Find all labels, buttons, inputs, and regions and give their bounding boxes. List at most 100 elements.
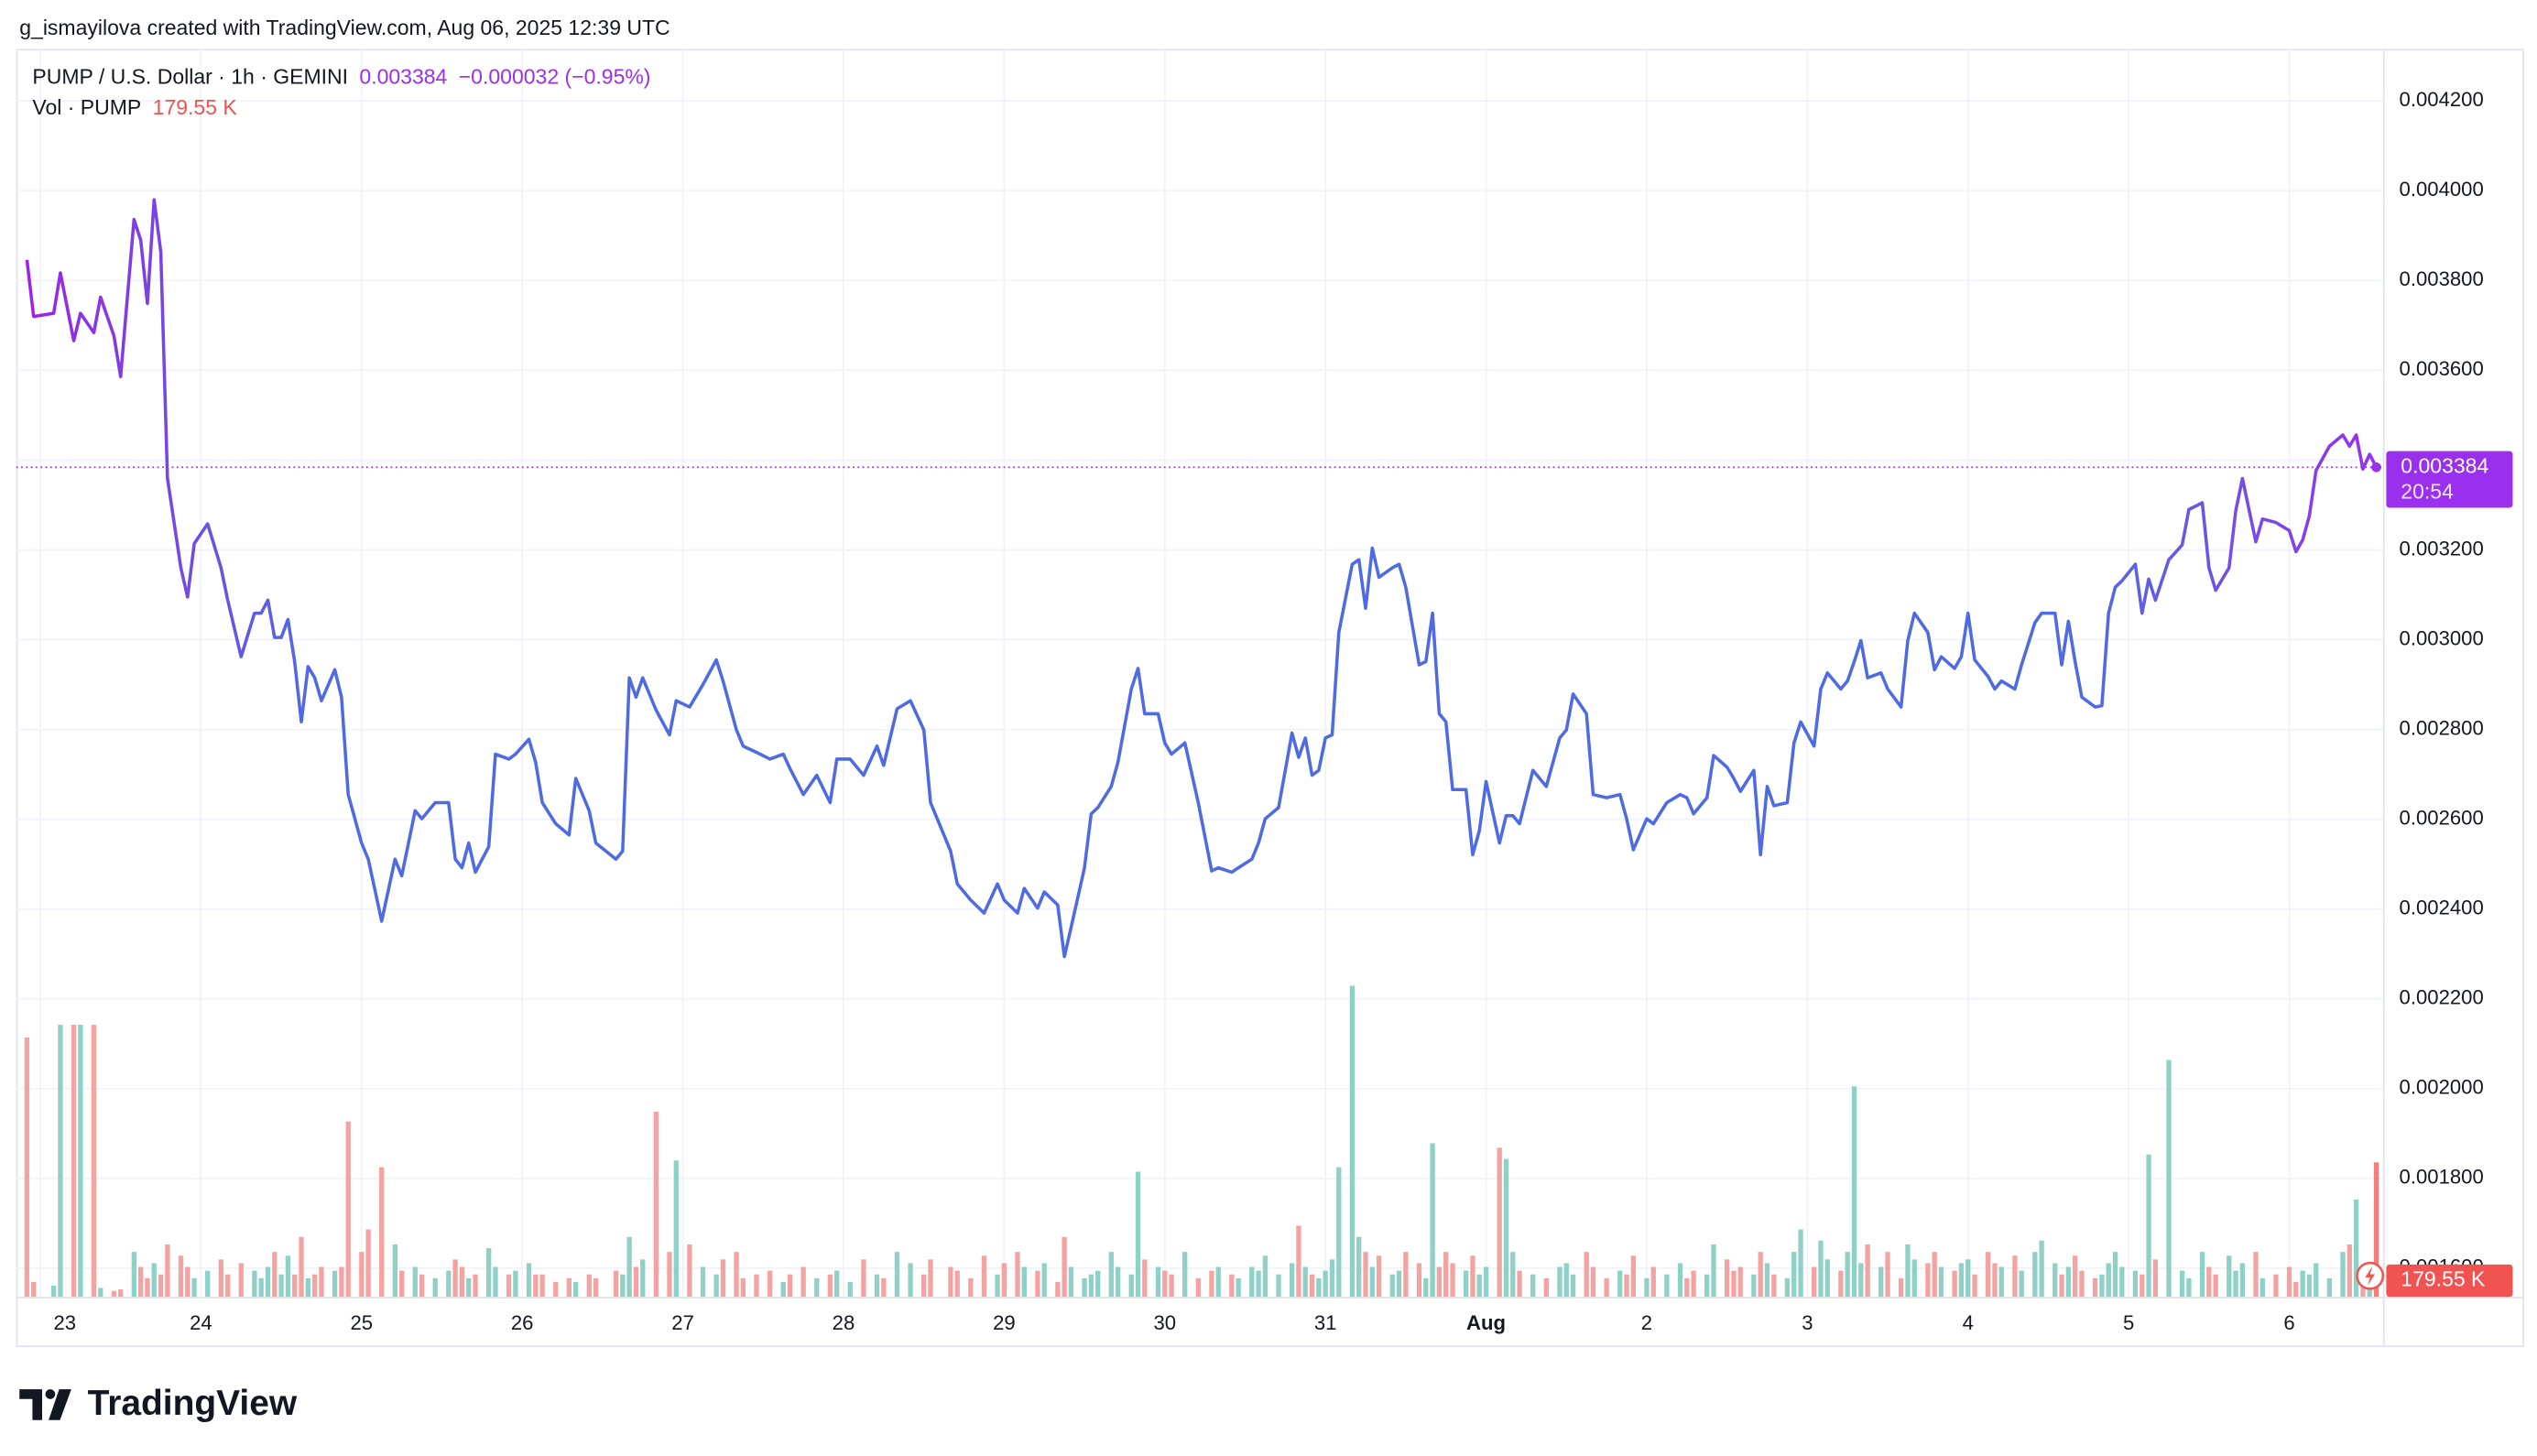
volume-bar bbox=[1108, 1252, 1114, 1298]
volume-bar bbox=[653, 1112, 659, 1298]
volume-bar bbox=[1617, 1270, 1623, 1298]
volume-bar bbox=[1517, 1270, 1522, 1298]
volume-bar bbox=[1972, 1274, 1977, 1298]
volume-bar bbox=[1543, 1277, 1549, 1298]
volume-bar bbox=[2199, 1252, 2205, 1298]
brand-name: TradingView bbox=[88, 1384, 298, 1423]
volume-bar bbox=[1055, 1281, 1061, 1298]
volume-bar bbox=[2340, 1252, 2346, 1298]
volume-bar bbox=[2073, 1255, 2078, 1298]
volume-bar bbox=[1764, 1263, 1770, 1298]
volume-bar bbox=[493, 1266, 498, 1298]
volume-bar bbox=[1215, 1266, 1221, 1298]
volume-bar bbox=[1557, 1266, 1562, 1298]
brand-logo bbox=[19, 1389, 71, 1420]
volume-bar bbox=[1885, 1252, 1890, 1298]
volume-bar bbox=[613, 1270, 619, 1298]
x-tick-label: 2 bbox=[1641, 1311, 1652, 1334]
volume-bar bbox=[2065, 1266, 2072, 1298]
volume-bar bbox=[1162, 1270, 1168, 1298]
volume-bar bbox=[466, 1277, 472, 1298]
volume-bar bbox=[1998, 1266, 2004, 1298]
volume-bar bbox=[740, 1277, 746, 1298]
volume-bar bbox=[2140, 1274, 2145, 1298]
volume-bar bbox=[238, 1263, 244, 1298]
volume-bar bbox=[285, 1255, 291, 1298]
volume-bar bbox=[1925, 1263, 1931, 1298]
legend-volume-value: 179.55 K bbox=[153, 95, 238, 119]
volume-bar bbox=[398, 1270, 405, 1298]
volume-bar bbox=[2152, 1259, 2159, 1298]
volume-bar bbox=[1396, 1270, 1402, 1298]
volume-bar bbox=[1209, 1270, 1214, 1298]
volume-bar bbox=[1798, 1229, 1803, 1298]
volume-bar bbox=[1818, 1240, 1824, 1298]
volume-bar bbox=[1463, 1270, 1469, 1298]
volume-bar bbox=[2326, 1277, 2333, 1298]
grid bbox=[16, 49, 2383, 1298]
volume-bar bbox=[78, 1025, 83, 1298]
volume-bar bbox=[814, 1277, 820, 1298]
volume-bar bbox=[1182, 1252, 1188, 1298]
volume-bar bbox=[921, 1274, 927, 1298]
legend-symbol: PUMP / U.S. Dollar · 1h · GEMINI bbox=[32, 64, 348, 88]
y-tick-label: 0.002600 bbox=[2400, 806, 2484, 829]
volume-bar bbox=[2166, 1059, 2172, 1298]
volume-bar bbox=[1068, 1266, 1074, 1298]
volume-bar bbox=[995, 1274, 1000, 1298]
volume-bar bbox=[1644, 1277, 1650, 1298]
volume-bar bbox=[948, 1266, 953, 1298]
volume-bar bbox=[1751, 1274, 1757, 1298]
volume-bar bbox=[432, 1277, 438, 1298]
volume-bar bbox=[2039, 1240, 2044, 1298]
volume-bar bbox=[131, 1252, 136, 1298]
volume-bar bbox=[1664, 1274, 1670, 1298]
volume-bar bbox=[1276, 1274, 1281, 1298]
y-tick-label: 0.004200 bbox=[2400, 88, 2484, 111]
price-badge-value: 0.003384 bbox=[2401, 453, 2488, 477]
volume-bar bbox=[1932, 1252, 1937, 1298]
volume-bar bbox=[111, 1290, 117, 1298]
volume-bar bbox=[178, 1255, 184, 1298]
volume-bar bbox=[1082, 1277, 1087, 1298]
volume-bar bbox=[1510, 1252, 1516, 1298]
volume-bar bbox=[1088, 1274, 1094, 1298]
volume-bar bbox=[165, 1244, 170, 1298]
x-tick-label: 31 bbox=[1314, 1311, 1337, 1334]
volume-bar bbox=[1062, 1236, 1067, 1298]
price-badge bbox=[2386, 451, 2513, 508]
volume-bar bbox=[2227, 1255, 2232, 1298]
y-tick-label: 0.002000 bbox=[2400, 1076, 2484, 1099]
alert-icon bbox=[2356, 1261, 2385, 1290]
volume-bar bbox=[2233, 1270, 2238, 1298]
volume-bar bbox=[1115, 1266, 1121, 1298]
volume-bar bbox=[319, 1266, 324, 1298]
volume-bar bbox=[1771, 1274, 1777, 1298]
volume-bar bbox=[58, 1025, 63, 1298]
volume-bar bbox=[720, 1259, 726, 1298]
volume-bar bbox=[2112, 1252, 2118, 1298]
volume-bar bbox=[24, 1038, 30, 1298]
volume-badge bbox=[2386, 1264, 2513, 1298]
volume-bar bbox=[485, 1248, 492, 1298]
legend-price: 0.003384 bbox=[359, 64, 447, 88]
volume-bar bbox=[968, 1277, 974, 1298]
x-tick-label: 26 bbox=[511, 1311, 534, 1334]
volume-bar bbox=[2253, 1252, 2259, 1298]
volume-bar bbox=[1758, 1252, 1763, 1298]
volume-bar bbox=[526, 1263, 532, 1298]
volume-bar bbox=[981, 1255, 987, 1298]
volume-bar bbox=[1369, 1266, 1375, 1298]
volume-bar bbox=[2353, 1199, 2359, 1298]
volume-bar bbox=[1731, 1270, 1737, 1298]
volume-bar bbox=[118, 1289, 124, 1298]
y-tick-label: 0.003000 bbox=[2400, 626, 2484, 649]
volume-bar bbox=[1563, 1263, 1569, 1298]
volume-bar bbox=[2259, 1277, 2265, 1298]
volume-bar bbox=[2059, 1274, 2064, 1298]
volume-bar bbox=[31, 1281, 37, 1298]
volume-bar bbox=[553, 1281, 559, 1298]
volume-bar bbox=[473, 1274, 478, 1298]
logo-slash bbox=[49, 1389, 71, 1420]
